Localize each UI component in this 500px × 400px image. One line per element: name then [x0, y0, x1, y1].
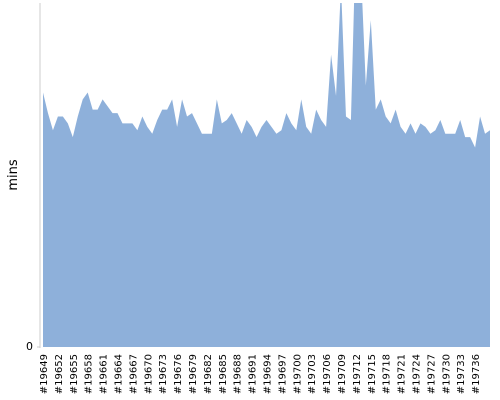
x-tick-label: #19697	[277, 354, 288, 394]
x-tick-label: #19649	[39, 354, 50, 394]
x-tick-label: #19685	[218, 354, 229, 394]
x-tick-label: #19682	[203, 354, 214, 394]
area	[43, 3, 490, 347]
x-tick-label: #19667	[128, 354, 139, 394]
x-tick-label: #19724	[412, 354, 423, 394]
x-tick-label: #19736	[471, 354, 482, 394]
x-tick-label: #19661	[99, 354, 110, 394]
x-tick-label: #19706	[322, 354, 333, 394]
x-tick-label: #19709	[337, 354, 348, 394]
x-tick-label: #19688	[233, 354, 244, 394]
x-tick-label: #19712	[352, 354, 363, 394]
x-tick-label: #19679	[188, 354, 199, 394]
x-tick-label: #19691	[248, 354, 259, 394]
x-tick-label: #19694	[263, 354, 274, 394]
x-tick-label: #19715	[367, 354, 378, 394]
x-tick-label: #19718	[382, 354, 393, 394]
x-tick-label: #19673	[158, 354, 169, 394]
x-tick-label: #19733	[456, 354, 467, 394]
x-tick-label: #19721	[397, 354, 408, 394]
x-tick-label: #19730	[441, 354, 452, 394]
x-tick-label: #19655	[69, 354, 80, 394]
x-tick-label: #19676	[173, 354, 184, 394]
x-tick-label: #19700	[292, 354, 303, 394]
x-tick-label: #19670	[143, 354, 154, 394]
x-tick-label: #19703	[307, 354, 318, 394]
y-axis-label: mins	[6, 159, 21, 191]
x-tick-label: #19658	[84, 354, 95, 394]
x-tick-label: #19664	[114, 354, 125, 394]
x-tick-label: #19727	[426, 354, 437, 394]
x-tick-label: #19652	[54, 354, 65, 394]
y-tick-label: 0	[26, 340, 33, 353]
